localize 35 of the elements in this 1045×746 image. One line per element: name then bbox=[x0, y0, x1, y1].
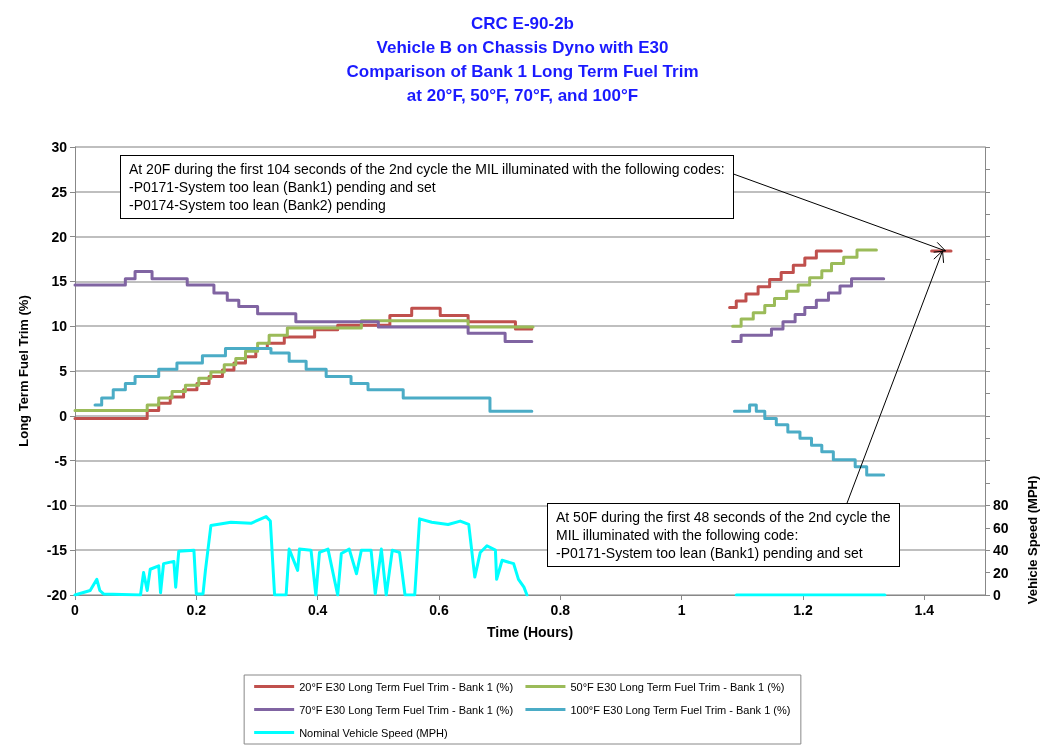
y-tick-label: -10 bbox=[46, 497, 68, 514]
legend-label: 100°F E30 Long Term Fuel Trim - Bank 1 (%) bbox=[570, 703, 791, 716]
y-tick-label: -20 bbox=[46, 587, 68, 603]
x-tick-label: 0.6 bbox=[429, 602, 449, 618]
annotation: At 50F during the first 48 seconds of the 2nd cycle the MIL illuminated with the following code: -P0171-System too lean (Bank1) pending and set bbox=[547, 503, 900, 567]
legend-label: Nominal Vehicle Speed (MPH) bbox=[299, 726, 448, 739]
x-tick-label: 0.2 bbox=[186, 602, 207, 618]
legend-label: 50°F E30 Long Term Fuel Trim - Bank 1 (%) bbox=[570, 680, 785, 693]
x-tick-label: 0.8 bbox=[550, 602, 571, 618]
y-axis-title: Long Term Fuel Trim (%) bbox=[16, 295, 31, 447]
legend-label: 70°F E30 Long Term Fuel Trim - Bank 1 (%) bbox=[299, 703, 514, 716]
y-tick-label: 25 bbox=[51, 183, 68, 200]
y2-axis-title: Vehicle Speed (MPH) bbox=[1024, 475, 1040, 605]
y-tick-label: -5 bbox=[54, 452, 68, 469]
y-tick-label: -15 bbox=[46, 542, 68, 559]
annotation: At 20F during the first 104 seconds of the 2nd cycle the MIL illuminated with the following codes: -P0171-System too lean (Bank1) pending and set -P0174-System too lean (Bank2) pending bbox=[120, 155, 734, 219]
y2-tick-label: 0 bbox=[993, 587, 1001, 603]
x-tick-label: 1 bbox=[677, 602, 686, 618]
x-tick-label: 0.4 bbox=[307, 602, 328, 618]
y-tick-label: 15 bbox=[51, 273, 68, 290]
chart-title: CRC E-90-2b Vehicle B on Chassis Dyno with E30 Comparison of Bank 1 Long Term Fuel Trim at 20°F, 50°F, 70°F, and 100°F bbox=[346, 13, 699, 105]
x-tick-label: 1.2 bbox=[793, 602, 813, 618]
y-tick-label: 5 bbox=[59, 363, 68, 379]
y2-tick-label: 80 bbox=[993, 497, 1009, 514]
legend-label: 20°F E30 Long Term Fuel Trim - Bank 1 (%) bbox=[299, 680, 514, 693]
x-tick-label: 0 bbox=[71, 602, 80, 618]
x-axis-title: Time (Hours) bbox=[486, 624, 574, 640]
y-tick-label: 20 bbox=[51, 228, 68, 245]
y2-tick-label: 60 bbox=[993, 519, 1009, 536]
y2-tick-label: 40 bbox=[993, 542, 1009, 559]
y-tick-label: 30 bbox=[51, 139, 68, 155]
x-tick-label: 1.4 bbox=[914, 602, 935, 618]
y-tick-label: 0 bbox=[59, 407, 68, 424]
y-tick-label: 10 bbox=[51, 318, 68, 335]
y2-tick-label: 20 bbox=[993, 564, 1009, 581]
